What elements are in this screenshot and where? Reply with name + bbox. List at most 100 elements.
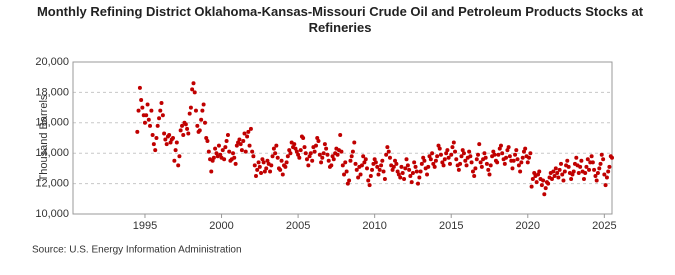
data-point — [231, 151, 236, 156]
data-point — [238, 142, 243, 147]
data-point — [607, 164, 612, 169]
data-point — [463, 158, 468, 163]
data-point — [216, 143, 221, 148]
data-point — [578, 164, 583, 169]
data-point — [252, 163, 257, 168]
data-point — [224, 139, 229, 144]
data-point — [321, 151, 326, 156]
data-point — [432, 164, 437, 169]
data-point — [511, 158, 516, 163]
data-point — [324, 146, 329, 151]
data-point — [136, 108, 141, 113]
data-point — [199, 117, 204, 122]
data-point — [294, 149, 299, 154]
data-point — [250, 149, 255, 154]
data-point — [319, 160, 324, 165]
data-point — [287, 148, 292, 153]
data-point — [172, 158, 177, 163]
data-point — [239, 148, 244, 153]
data-point — [145, 102, 150, 107]
data-point — [265, 158, 270, 163]
data-point — [190, 87, 195, 92]
data-point — [315, 136, 320, 140]
data-point — [426, 164, 431, 169]
data-point — [428, 157, 433, 162]
data-point — [237, 137, 242, 142]
x-tick-label: 2005 — [286, 220, 310, 232]
data-point — [225, 132, 230, 137]
data-point — [312, 149, 317, 154]
data-point — [173, 148, 178, 153]
data-point — [303, 151, 308, 156]
data-point — [241, 139, 246, 144]
data-point — [352, 140, 357, 145]
data-point — [543, 186, 548, 191]
data-point — [331, 157, 336, 162]
data-point — [445, 148, 450, 153]
data-point — [381, 169, 386, 174]
plot-frame — [72, 61, 613, 215]
data-point — [306, 163, 311, 168]
data-point — [343, 160, 348, 165]
data-point — [484, 161, 489, 166]
data-point — [146, 117, 151, 122]
data-point — [571, 169, 576, 174]
data-point — [242, 131, 247, 136]
data-point — [461, 151, 466, 156]
data-point — [320, 155, 325, 160]
data-point — [549, 177, 554, 182]
data-point — [358, 172, 363, 177]
data-point — [408, 174, 413, 178]
data-point — [566, 164, 571, 169]
data-point — [491, 149, 496, 154]
data-point — [555, 170, 560, 175]
data-point — [314, 143, 319, 148]
data-point — [506, 145, 511, 150]
data-point — [167, 132, 172, 137]
data-point — [174, 140, 179, 145]
data-point — [527, 155, 532, 160]
data-point — [421, 155, 426, 160]
data-point — [348, 158, 353, 163]
data-point — [500, 151, 505, 156]
data-point — [353, 161, 358, 166]
data-point — [510, 166, 515, 171]
y-tick-label: 14,000 — [35, 147, 69, 159]
data-point — [269, 163, 274, 168]
x-tick-label: 2025 — [592, 220, 616, 232]
data-point — [467, 149, 472, 154]
data-point — [233, 161, 238, 166]
data-point — [592, 167, 597, 172]
data-point — [288, 151, 293, 156]
data-point — [342, 172, 347, 177]
data-point — [505, 148, 510, 153]
data-point — [492, 152, 497, 157]
data-point — [557, 167, 562, 172]
data-point — [413, 164, 418, 169]
data-point — [407, 167, 412, 172]
data-point — [427, 154, 432, 159]
data-point — [597, 166, 602, 171]
data-point — [469, 160, 474, 165]
data-point — [387, 155, 392, 160]
data-point — [521, 149, 526, 154]
data-point — [546, 181, 551, 186]
data-point — [245, 134, 250, 139]
data-point — [414, 169, 419, 174]
data-point — [260, 157, 265, 162]
data-point — [436, 143, 441, 148]
data-point — [176, 163, 181, 168]
data-point — [255, 167, 260, 172]
data-point — [367, 183, 372, 188]
data-point — [185, 126, 190, 131]
data-point — [362, 160, 367, 165]
data-point — [542, 192, 547, 197]
data-point — [502, 161, 507, 166]
data-point — [345, 181, 350, 186]
data-point — [195, 123, 200, 128]
data-point — [579, 158, 584, 163]
data-point — [211, 155, 216, 160]
data-point — [488, 163, 493, 168]
data-point — [317, 152, 322, 157]
data-point — [390, 167, 395, 172]
